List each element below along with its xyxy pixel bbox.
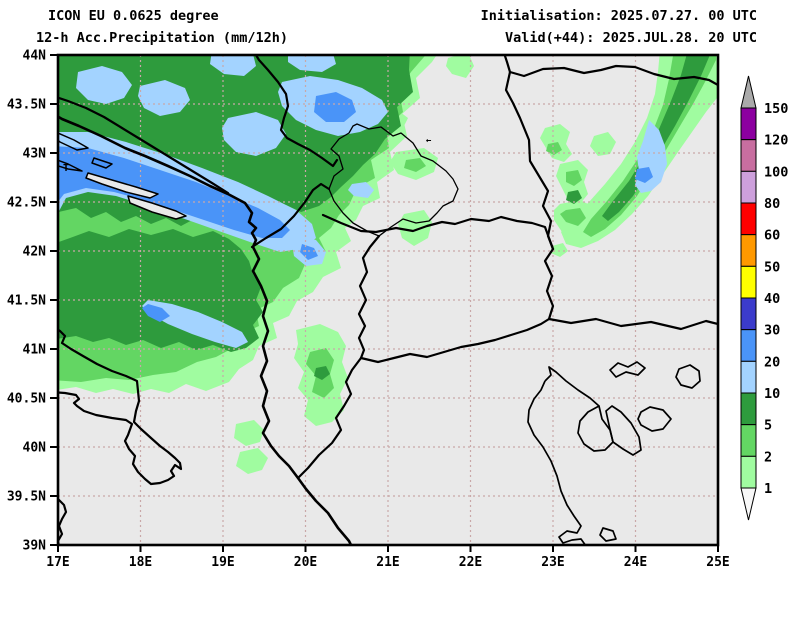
coastlines-and-borders bbox=[58, 55, 718, 545]
colorbar-block-2-5 bbox=[740, 424, 757, 457]
colorbar-over-triangle bbox=[740, 75, 757, 109]
x-tick-label: 25E bbox=[706, 555, 729, 570]
valid-time: Valid(+44): 2025.JUL.28. 20 UTC bbox=[505, 30, 757, 46]
border-croatia-bosnia bbox=[58, 96, 230, 195]
y-tick-label: 44N bbox=[23, 49, 47, 64]
colorbar-label: 5 bbox=[764, 418, 772, 434]
colorbar-legend: 150 120 100 80 60 50 40 30 20 10 5 2 1 bbox=[740, 75, 788, 521]
border-danube bbox=[503, 55, 718, 87]
x-tick-label: 20E bbox=[294, 555, 317, 570]
colorbar-label: 120 bbox=[764, 133, 788, 149]
greece-thermaic-coast bbox=[527, 380, 587, 545]
adriatic-coastline bbox=[58, 115, 353, 545]
colorbar-label: 1 bbox=[764, 481, 772, 497]
colorbar-block-30-40 bbox=[740, 297, 757, 331]
island bbox=[58, 159, 83, 172]
chalkidiki-peninsula-2 bbox=[605, 405, 642, 456]
x-tick-label: 18E bbox=[129, 555, 152, 570]
x-tick-label: 23E bbox=[541, 555, 564, 570]
island bbox=[58, 132, 89, 151]
chalkidiki-peninsula-1 bbox=[577, 405, 614, 452]
border-kosovo bbox=[328, 123, 459, 237]
colorbar-block-40-50 bbox=[740, 265, 757, 299]
colorbar-block-5-10 bbox=[740, 392, 757, 426]
product-title: 12-h Acc.Precipitation (mm/12h) bbox=[36, 30, 288, 46]
y-tick-label: 39.5N bbox=[7, 490, 46, 505]
colorbar-label: 10 bbox=[764, 386, 780, 402]
y-tick-label: 41N bbox=[23, 343, 47, 358]
precip-band-20-30 bbox=[58, 92, 653, 322]
colorbar-block-120-150 bbox=[740, 107, 757, 141]
model-title: ICON EU 0.0625 degree bbox=[48, 8, 219, 24]
init-time: Initialisation: 2025.07.27. 00 UTC bbox=[481, 8, 757, 24]
lake-outline bbox=[609, 361, 646, 378]
y-tick-label: 40.5N bbox=[7, 392, 46, 407]
border-bosnia-serbia bbox=[254, 55, 339, 168]
colorbar-block-1-2 bbox=[740, 455, 757, 489]
x-tick-label: 21E bbox=[376, 555, 399, 570]
y-tick-label: 42N bbox=[23, 245, 47, 260]
colorbar-label: 150 bbox=[764, 101, 788, 117]
graticule bbox=[58, 55, 718, 545]
greece-coast-upper bbox=[544, 366, 600, 407]
border-albania-macedonia bbox=[357, 234, 381, 360]
border-serbia-macedonia bbox=[321, 213, 555, 251]
colorbar-block-20-30 bbox=[740, 329, 757, 362]
chalkidiki-peninsula-3 bbox=[637, 406, 672, 432]
colorbar-label: 80 bbox=[764, 196, 780, 212]
y-tick-label: 39N bbox=[23, 539, 47, 554]
colorbar-block-100-120 bbox=[740, 139, 757, 172]
border-serbia-bulgaria bbox=[504, 70, 555, 251]
border-montenegro-albania bbox=[250, 182, 331, 249]
island bbox=[91, 157, 113, 169]
y-tick-label: 41.5N bbox=[7, 294, 46, 309]
colorbar-block-60-80 bbox=[740, 202, 757, 236]
y-tick-label: 40N bbox=[23, 441, 47, 456]
border-albania-greece bbox=[296, 356, 363, 480]
colorbar-label: 2 bbox=[764, 449, 772, 465]
border-bulgaria-macedonia-greece bbox=[543, 247, 718, 331]
axis-ticks: 17E 18E 19E 20E 21E 22E 23E 24E 25E 44N 43.5N 43N 42… bbox=[7, 49, 730, 571]
y-tick-label: 43.5N bbox=[7, 98, 46, 113]
colorbar-label: 60 bbox=[764, 228, 780, 244]
x-tick-label: 24E bbox=[624, 555, 647, 570]
arrow-marker: ← bbox=[426, 136, 432, 146]
colorbar-block-50-60 bbox=[740, 234, 757, 267]
colorbar-block-80-100 bbox=[740, 170, 757, 204]
x-tick-label: 17E bbox=[46, 555, 69, 570]
lake-outline bbox=[675, 364, 701, 389]
colorbar-label: 50 bbox=[764, 259, 780, 275]
colorbar-label: 40 bbox=[764, 291, 780, 307]
small-island bbox=[599, 527, 617, 542]
island bbox=[127, 195, 187, 220]
colorbar-label: 20 bbox=[764, 354, 780, 370]
italy-puglia-coast bbox=[58, 328, 183, 486]
y-tick-label: 42.5N bbox=[7, 196, 46, 211]
x-tick-label: 19E bbox=[211, 555, 234, 570]
map-content: T ← bbox=[58, 55, 718, 545]
colorbar-label: 30 bbox=[764, 323, 780, 339]
y-tick-label: 43N bbox=[23, 147, 47, 162]
x-tick-label: 22E bbox=[459, 555, 482, 570]
colorbar-under-triangle bbox=[740, 487, 757, 521]
colorbar-block-10-20 bbox=[740, 360, 757, 394]
island bbox=[85, 172, 159, 199]
colorbar-label: 100 bbox=[764, 164, 788, 180]
italy-calabria-coast bbox=[58, 497, 68, 545]
border-macedonia-greece bbox=[359, 317, 551, 364]
